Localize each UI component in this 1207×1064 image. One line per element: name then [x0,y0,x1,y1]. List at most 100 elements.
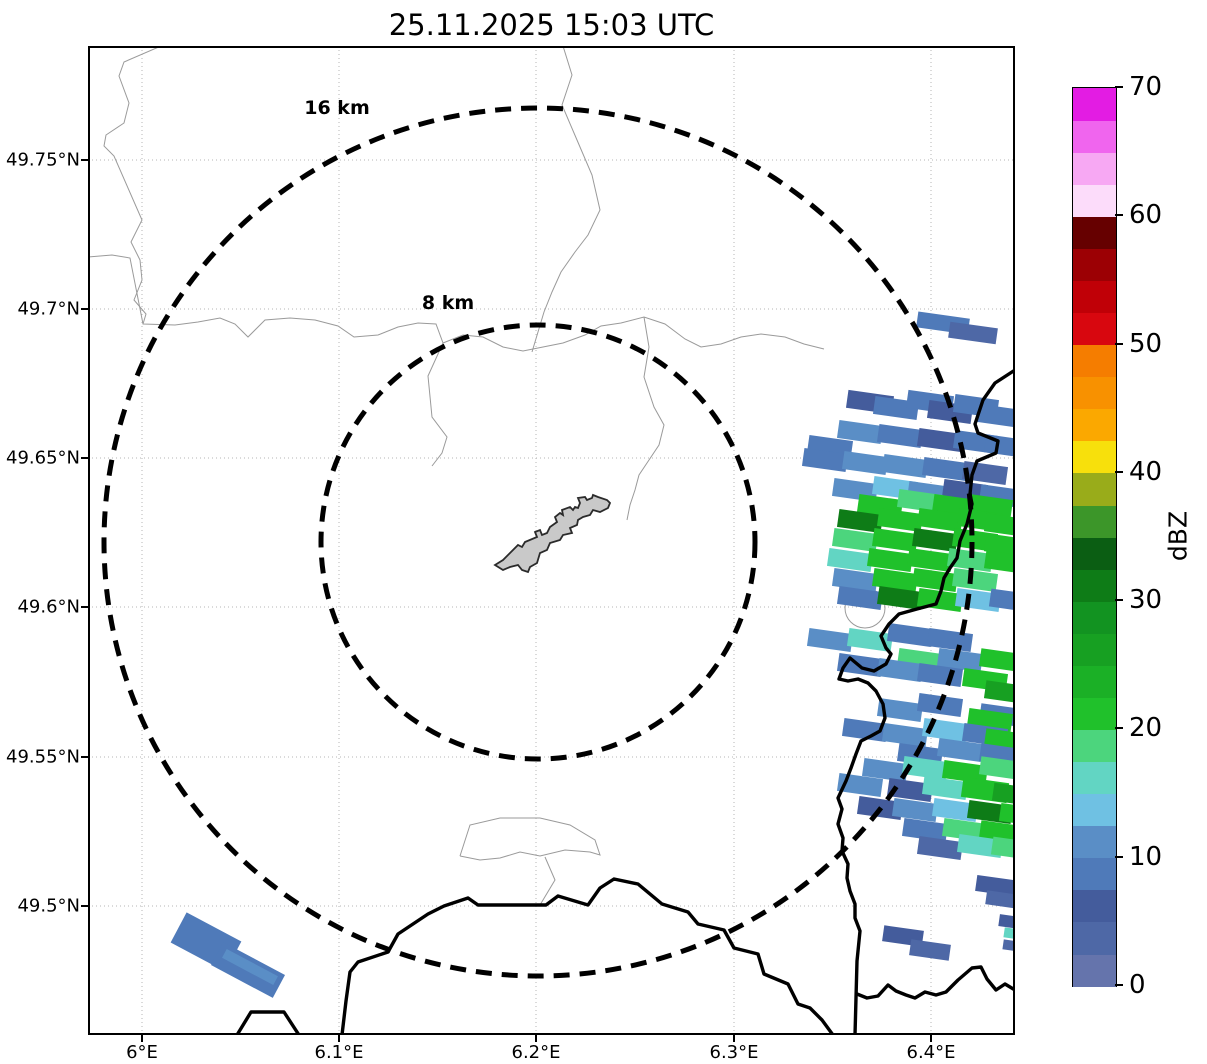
x-tick-mark [535,1035,537,1042]
radar-cell [911,568,959,592]
figure-title: 25.11.2025 15:03 UTC [388,8,715,42]
colorbar-tick-label: 60 [1129,200,1163,231]
colorbar-segment [1073,248,1116,281]
radar-cell [871,568,919,592]
radar-cell [951,568,999,592]
city-polygon [493,493,612,574]
radar-cell [911,528,959,552]
radar-cell [976,404,1015,428]
radar-cell [978,756,1015,780]
map-plot: 16 km 8 km [88,46,1015,1035]
radar-cell [998,802,1015,826]
y-tick-mark [81,308,88,310]
x-tick-mark [733,1035,735,1042]
radar-cell [881,723,929,747]
radar-cell [931,798,979,822]
colorbar-segment [1073,280,1116,314]
colorbar [1072,87,1117,987]
radar-cell [975,875,1015,897]
colorbar-segment [1073,825,1116,859]
colorbar-units-label: dBZ [1163,510,1193,562]
x-tick-label: 6.4°E [906,1042,956,1063]
y-tick-label: 49.7°N [17,298,80,320]
radar-cell [909,939,951,961]
radar-cell [998,914,1015,930]
colorbar-tick-mark [1115,470,1123,473]
radar-cell [801,448,849,472]
range-ring-label: 16 km [304,97,370,119]
radar-cell [881,454,929,478]
x-tick-mark [141,1035,143,1042]
radar-cell [983,550,1015,574]
radar-cell [926,628,974,652]
radar-cell [1002,939,1015,953]
colorbar-segment [1073,376,1116,410]
radar-cell [988,588,1015,612]
map-svg: 16 km 8 km [88,46,1015,1035]
radar-cell [990,836,1015,860]
colorbar-segment [1073,184,1116,217]
radar-cell [948,321,998,345]
radar-cell [876,698,924,722]
x-tick-mark [338,1035,340,1042]
radar-cell [1003,927,1015,941]
country-border [855,965,1015,1000]
y-tick-label: 49.75°N [6,149,80,171]
colorbar-segment [1073,633,1116,666]
radar-cell [983,680,1015,704]
y-tick-label: 49.55°N [6,746,80,768]
radar-cell [876,424,924,448]
radar-cell [916,836,964,860]
colorbar-tick-mark [1115,727,1123,730]
radar-cell [936,648,984,672]
y-tick-mark [81,905,88,907]
radar-cell [991,782,1015,806]
x-tick-label: 6°E [126,1042,158,1063]
range-ring [318,322,758,762]
x-tick-label: 6.3°E [709,1042,759,1063]
colorbar-tick-label: 50 [1129,328,1163,359]
range-ring-label: 8 km [422,292,474,314]
radar-cell [916,428,964,452]
colorbar-segment [1073,569,1116,602]
colorbar-segment [1073,761,1116,795]
x-tick-label: 6.1°E [314,1042,364,1063]
radar-cell [906,548,954,572]
y-tick-mark [81,606,88,608]
radar-cell [921,776,969,800]
radar-cell [901,756,949,780]
x-tick-mark [930,1035,932,1042]
colorbar-segment [1073,857,1116,891]
colorbar-segment [1073,953,1116,987]
radar-cell [983,533,1015,557]
colorbar-segment [1073,697,1116,730]
radar-cell [978,648,1015,672]
colorbar-tick-label: 40 [1129,456,1163,487]
radar-cell [876,586,924,610]
colorbar-segment [1073,216,1116,249]
radar-cell [916,508,964,532]
y-tick-label: 49.65°N [6,447,80,469]
radar-cell [841,451,889,475]
colorbar-tick-mark [1115,86,1123,88]
radar-cell [921,457,969,481]
radar-cell [941,760,989,784]
colorbar-tick-label: 20 [1129,713,1163,744]
colorbar-segment [1073,921,1116,955]
radar-cell [936,738,984,762]
admin-line [459,817,601,861]
radar-cell [806,628,854,652]
radar-cell [941,818,989,842]
radar-cell [826,548,874,572]
y-tick-mark [81,756,88,758]
radar-cell [841,718,889,742]
radar-cell [983,513,1015,537]
radar-cell [901,818,949,842]
colorbar-tick-mark [1115,855,1123,858]
radar-cell [985,890,1015,910]
colorbar-segment [1073,504,1116,538]
radar-cell [896,489,944,513]
radar-cell [222,948,278,986]
radar-cell [836,586,884,610]
